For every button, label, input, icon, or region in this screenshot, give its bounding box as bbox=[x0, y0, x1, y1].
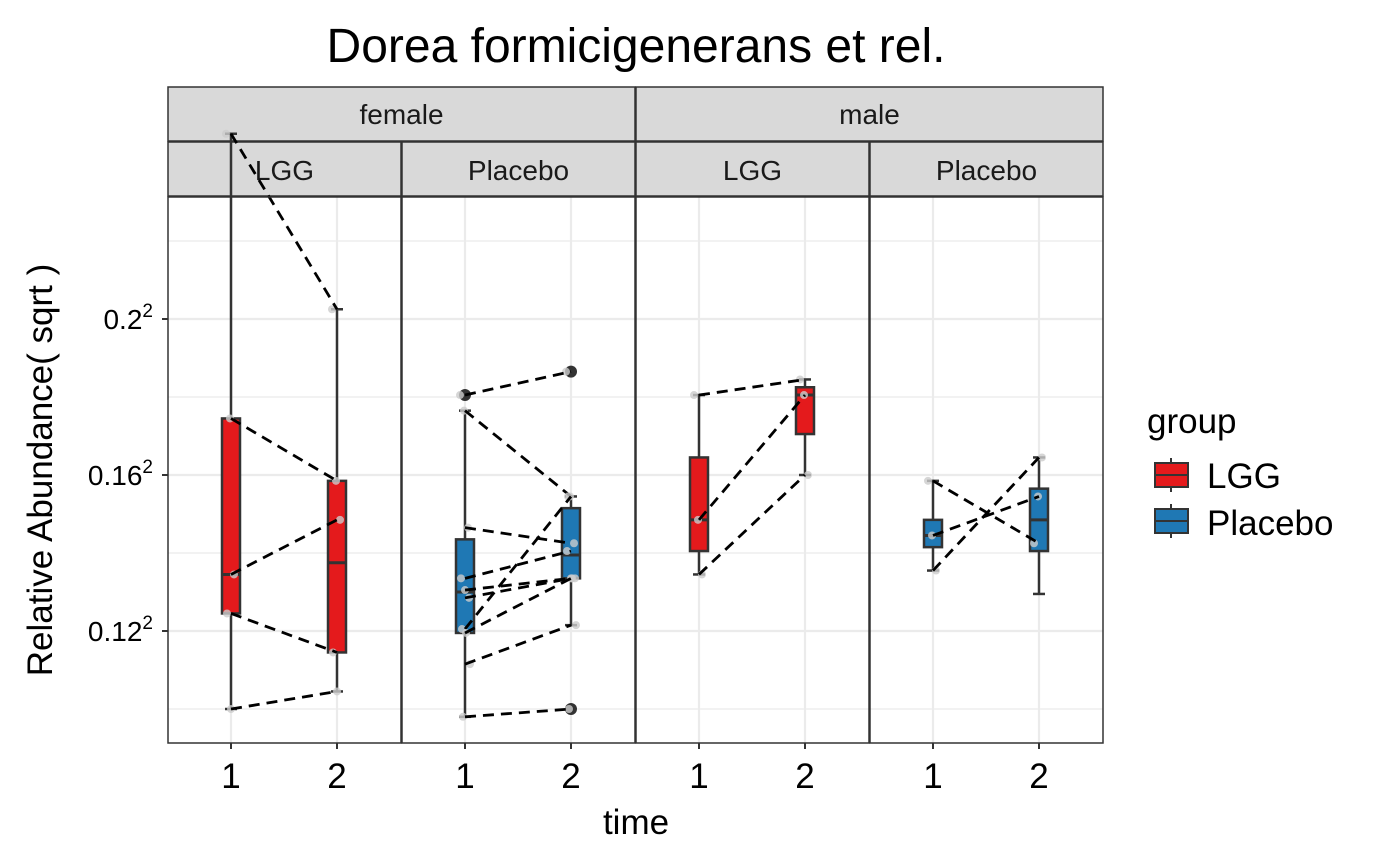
sample-point bbox=[1038, 453, 1046, 462]
panel-male-lgg bbox=[635, 196, 870, 744]
strip-male-label: male bbox=[839, 99, 900, 130]
legend-key-placebo bbox=[1154, 504, 1189, 538]
facet-strips: female male LGG Placebo LGG Placebo bbox=[167, 86, 1104, 197]
panel-background bbox=[870, 197, 1103, 743]
paired-line bbox=[464, 577, 572, 635]
sample-point bbox=[1030, 539, 1038, 548]
legend: group LGG Placebo bbox=[1147, 402, 1333, 543]
x-axis: 1 2 1 2 1 2 1 2 bbox=[221, 743, 1049, 796]
x-tick-label: 2 bbox=[795, 757, 814, 796]
sample-point bbox=[459, 712, 467, 721]
panel-background bbox=[636, 197, 869, 743]
x-tick-label: 2 bbox=[1029, 757, 1048, 796]
strip-female-lgg-bg bbox=[167, 141, 402, 197]
y-tick-label: 0.22 bbox=[103, 301, 153, 335]
box-iqr bbox=[326, 479, 348, 654]
strip-male-placebo-label: Placebo bbox=[936, 155, 1037, 186]
paired-line bbox=[230, 417, 338, 483]
x-tick-label: 1 bbox=[923, 757, 942, 796]
sample-point bbox=[457, 574, 465, 583]
sample-point bbox=[562, 367, 570, 376]
paired-line bbox=[464, 549, 572, 580]
sample-point bbox=[570, 539, 578, 548]
sample-point bbox=[565, 705, 573, 713]
strip-female-placebo-bg bbox=[401, 141, 636, 197]
sample-point bbox=[928, 531, 936, 540]
panel-background bbox=[168, 197, 401, 743]
strip-male-lgg-bg bbox=[635, 141, 870, 197]
paired-line bbox=[230, 612, 338, 654]
sample-point bbox=[336, 515, 344, 524]
x-tick-label: 2 bbox=[561, 757, 580, 796]
paired-line bbox=[464, 623, 572, 666]
strip-female-bg bbox=[167, 86, 636, 142]
strip-female-placebo-label: Placebo bbox=[468, 155, 569, 186]
sample-point bbox=[223, 609, 231, 618]
panel-male-placebo bbox=[869, 196, 1104, 744]
sample-point bbox=[563, 547, 571, 556]
x-tick-label: 1 bbox=[689, 757, 708, 796]
paired-line bbox=[697, 394, 807, 521]
x-tick-label: 2 bbox=[327, 757, 346, 796]
strip-male-bg bbox=[635, 86, 1104, 142]
y-axis: 0.122 0.162 0.22 bbox=[88, 301, 168, 647]
sample-point bbox=[222, 129, 230, 138]
box-iqr bbox=[688, 456, 710, 553]
paired-line bbox=[931, 456, 1041, 572]
panel-border bbox=[167, 196, 402, 744]
plot-panels bbox=[167, 129, 1104, 744]
paired-line bbox=[464, 409, 572, 498]
legend-key-lgg bbox=[1154, 458, 1189, 492]
legend-label-lgg: LGG bbox=[1207, 457, 1281, 496]
sample-point bbox=[456, 391, 464, 400]
sample-point bbox=[333, 687, 341, 696]
legend-label-placebo: Placebo bbox=[1207, 504, 1333, 543]
sample-point bbox=[328, 305, 336, 314]
sample-point bbox=[332, 476, 340, 485]
y-tick-label: 0.162 bbox=[88, 457, 153, 491]
sample-point bbox=[804, 471, 812, 479]
y-axis-title: Relative Abundance( sqrt ) bbox=[21, 264, 60, 676]
strip-female-lgg-label: LGG bbox=[255, 155, 314, 186]
paired-line bbox=[464, 370, 572, 397]
panel-border bbox=[401, 196, 636, 744]
box-iqr bbox=[220, 417, 242, 615]
sample-point bbox=[690, 391, 698, 400]
strip-male-placebo-bg bbox=[869, 141, 1104, 197]
paired-line bbox=[698, 473, 806, 576]
strip-female-label: female bbox=[359, 99, 443, 130]
sample-point bbox=[572, 621, 580, 630]
paired-line bbox=[229, 133, 339, 310]
panel-background bbox=[402, 197, 635, 743]
panel-female-lgg bbox=[167, 129, 402, 744]
paired-line bbox=[230, 518, 338, 576]
panel-female-placebo bbox=[401, 196, 636, 744]
legend-title: group bbox=[1147, 402, 1237, 441]
x-tick-label: 1 bbox=[455, 757, 474, 796]
paired-line bbox=[463, 495, 573, 630]
chart-title: Dorea formicigenerans et rel. bbox=[327, 20, 946, 73]
panel-border bbox=[869, 196, 1104, 744]
boxplot-time-2 bbox=[1028, 456, 1050, 596]
box-iqr bbox=[794, 386, 816, 436]
y-tick-label: 0.122 bbox=[88, 613, 153, 647]
x-tick-label: 1 bbox=[221, 757, 240, 796]
x-axis-title: time bbox=[603, 803, 669, 842]
sample-point bbox=[924, 476, 932, 485]
panel-border bbox=[635, 196, 870, 744]
boxplot-time-2 bbox=[794, 378, 816, 477]
strip-male-lgg-label: LGG bbox=[723, 155, 782, 186]
